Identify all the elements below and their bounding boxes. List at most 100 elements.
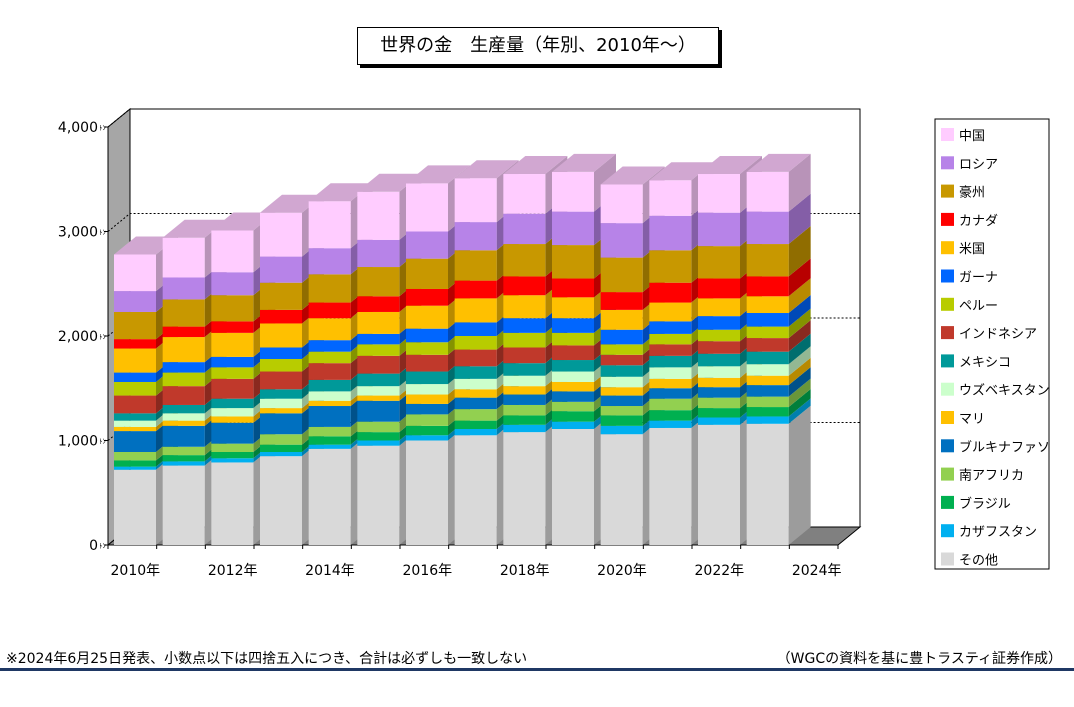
bar-segment — [114, 469, 156, 545]
bar-segment — [114, 431, 156, 452]
bar-segment — [552, 429, 594, 545]
bar-segment — [114, 381, 156, 396]
bar-segment — [649, 180, 692, 216]
bar-segment — [600, 434, 643, 545]
bar-side — [788, 193, 811, 245]
bar-segment — [503, 318, 546, 333]
legend-swatch — [941, 241, 954, 255]
bar-segment — [649, 215, 692, 251]
bar-segment — [649, 250, 692, 283]
bar-segment — [357, 344, 400, 356]
bar-segment — [260, 282, 302, 310]
bar-segment — [260, 323, 302, 348]
y-tick-unit: ﾄﾝ — [99, 438, 106, 446]
bar-segment — [114, 339, 156, 349]
bar-segment — [406, 305, 448, 329]
bar-segment — [649, 344, 692, 356]
bar-segment — [260, 358, 302, 372]
bar-segment — [406, 231, 448, 259]
bar-segment — [698, 341, 740, 354]
bar-segment — [600, 309, 643, 330]
bar-segment — [503, 244, 546, 277]
bar-segment — [211, 451, 254, 459]
bar-segment — [162, 362, 205, 373]
bar-segment — [746, 276, 789, 297]
bar-segment — [454, 420, 497, 430]
bar-segment — [260, 434, 302, 445]
bar-segment — [746, 375, 789, 386]
bar-segment — [454, 178, 497, 223]
x-tick-label: 2012年 — [208, 563, 258, 579]
bar-segment — [308, 274, 351, 303]
bar-segment — [406, 403, 448, 415]
bar-segment — [600, 395, 643, 407]
legend-swatch — [941, 439, 954, 453]
bar-top — [114, 236, 178, 255]
bar-segment — [600, 257, 643, 293]
x-tick-label: 2022年 — [695, 563, 745, 579]
bar-segment — [211, 367, 254, 379]
bar-top — [357, 173, 422, 192]
bar-segment — [552, 391, 594, 402]
bar-segment — [698, 408, 740, 418]
bar-segment — [649, 410, 692, 421]
bar-segment — [454, 336, 497, 350]
bar-top — [162, 219, 227, 238]
bar-segment — [600, 354, 643, 366]
bar-segment — [260, 256, 302, 283]
bar-segment — [162, 337, 205, 363]
bar-segment — [357, 440, 400, 446]
bar-segment — [114, 413, 156, 421]
bar-segment — [260, 413, 302, 435]
bar-segment — [308, 444, 351, 449]
bar-segment — [308, 363, 351, 380]
footnote-credit: （WGCの資料を基に豊トラスティ証券作成） — [776, 651, 1062, 667]
bar-segment — [308, 426, 351, 437]
bar-side — [788, 226, 811, 277]
bar-segment — [552, 332, 594, 346]
legend-swatch — [941, 326, 954, 340]
bar-top — [211, 212, 276, 231]
bar-segment — [454, 378, 497, 390]
bar-segment — [552, 278, 594, 298]
bar-top — [746, 153, 811, 172]
bar-segment — [698, 174, 740, 213]
bar-segment — [746, 313, 789, 327]
legend-swatch — [941, 495, 954, 509]
bar-segment — [600, 344, 643, 355]
legend-swatch — [941, 354, 954, 368]
bar-segment — [260, 309, 302, 324]
bar-segment — [357, 296, 400, 312]
y-tick-unit: ﾄﾝ — [99, 542, 106, 550]
bar-segment — [211, 378, 254, 399]
bar-segment — [746, 244, 789, 277]
bar-segment — [600, 376, 643, 388]
bar-segment — [260, 212, 302, 257]
bar-segment — [162, 420, 205, 426]
legend-label: インドネシア — [959, 327, 1037, 342]
bar-segment — [114, 372, 156, 382]
bar-segment — [308, 351, 351, 364]
bar-segment — [552, 245, 594, 279]
y-tick-label: 4,000 — [58, 120, 98, 136]
bar-side — [788, 258, 811, 297]
bar-segment — [503, 174, 546, 214]
bar-segment — [260, 444, 302, 452]
bar-segment — [503, 276, 546, 296]
legend-swatch — [941, 382, 954, 396]
bar-segment — [357, 400, 400, 422]
bar-segment — [600, 329, 643, 345]
bar-segment — [162, 413, 205, 421]
bar-top — [600, 166, 665, 185]
bar-segment — [406, 342, 448, 355]
x-tick-label: 2010年 — [111, 563, 161, 579]
bar-segment — [162, 237, 205, 278]
bar-side — [788, 320, 811, 352]
bar-side — [788, 357, 811, 386]
legend-label: ウズベキスタン — [959, 383, 1050, 399]
bar-segment — [308, 302, 351, 319]
bar-segment — [211, 332, 254, 357]
bar-segment — [503, 386, 546, 395]
bar-segment — [308, 391, 351, 401]
bar-segment — [357, 355, 400, 374]
